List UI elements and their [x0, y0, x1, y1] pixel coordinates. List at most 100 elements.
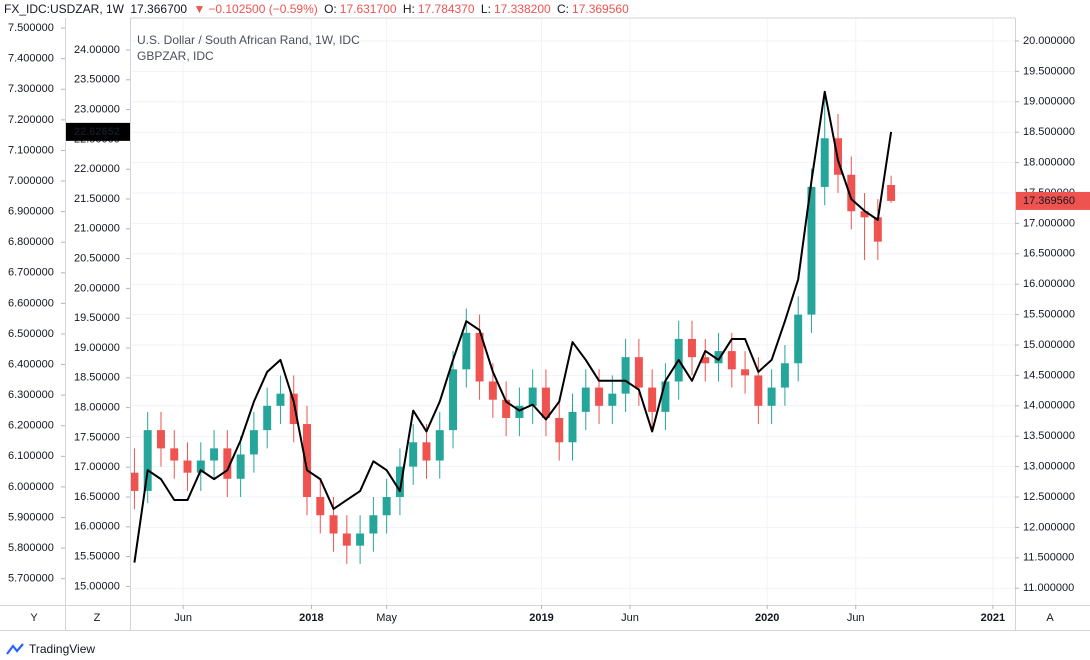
change-arrow: ▼ — [193, 2, 206, 16]
y-tick-label: 19.50000 — [74, 312, 120, 324]
candle-body — [873, 217, 882, 242]
candle-body — [289, 393, 298, 425]
candle-body — [170, 448, 179, 461]
x-tick-label: 2021 — [981, 612, 1005, 624]
candle-body — [581, 387, 590, 412]
candle-body — [887, 184, 896, 201]
y-tick-label: 18.00000 — [74, 402, 120, 414]
candle-body — [634, 357, 643, 388]
y3-tick-label: 5.700000 — [8, 573, 54, 585]
last-price-label: 17.369560 — [1023, 195, 1075, 207]
y3-tick-label: 6.900000 — [8, 206, 54, 218]
high-label: H: — [402, 2, 415, 16]
candle-body — [316, 497, 325, 516]
x-tick-label: 2020 — [755, 612, 779, 624]
y2-tick-label: 15.500000 — [1023, 309, 1075, 321]
y2-tick-label: 11.500000 — [1023, 552, 1074, 564]
y-tick-label: 18.50000 — [74, 372, 120, 384]
candle-body — [449, 369, 458, 431]
y2-tick-label: 16.500000 — [1023, 248, 1075, 260]
candle-body — [847, 174, 856, 212]
y3-tick-label: 5.900000 — [8, 511, 54, 523]
x-tick-label: Jun — [174, 612, 192, 624]
candle-body — [528, 387, 537, 406]
y-tick-label: 22.00000 — [74, 163, 120, 175]
y3-tick-label: 7.000000 — [8, 175, 54, 187]
y2-tick-label: 19.000000 — [1023, 96, 1075, 108]
y3-tick-label: 7.500000 — [8, 22, 54, 34]
last-price: 17.366700 — [130, 2, 188, 16]
scale-button[interactable]: A — [1046, 612, 1054, 624]
y3-tick-label: 7.100000 — [8, 144, 54, 156]
candle-body — [435, 430, 444, 461]
candle-body — [541, 387, 550, 418]
candle-body — [369, 515, 378, 534]
candle-body — [156, 430, 165, 449]
y-tick-label: 17.00000 — [74, 461, 120, 473]
low-label: L: — [480, 2, 491, 16]
candle-body — [249, 430, 258, 455]
series-line — [133, 90, 893, 563]
candle-body — [515, 405, 524, 418]
chart: Y Z A U.S. Dollar / South African Rand, … — [0, 17, 1090, 631]
x-tick-label: 2019 — [529, 612, 553, 624]
high-value: 17.784370 — [417, 2, 475, 16]
y2-tick-label: 18.500000 — [1023, 126, 1075, 138]
y-tick-label: 15.00000 — [74, 580, 120, 592]
y3-tick-label: 6.700000 — [8, 267, 54, 279]
change: −0.102500 (−0.59%) — [208, 2, 318, 16]
y3-tick-label: 7.300000 — [8, 83, 54, 95]
candle-body — [303, 424, 311, 498]
y2-tick-label: 13.500000 — [1023, 430, 1075, 442]
legend-entry: U.S. Dollar / South African Rand, 1W, ID… — [137, 33, 360, 47]
axes: Y Z A U.S. Dollar / South African Rand, … — [0, 17, 1090, 631]
logo-mark — [6, 643, 24, 655]
y-tick-label: 19.00000 — [74, 342, 120, 354]
y3-tick-label: 6.500000 — [8, 328, 54, 340]
y3-tick-label: 6.000000 — [8, 481, 54, 493]
candle-body — [807, 186, 816, 315]
candle-body — [687, 338, 696, 358]
candle-body — [595, 387, 604, 406]
x-tick-label: Jun — [847, 612, 865, 624]
candle-body — [236, 454, 245, 479]
candle-body — [780, 363, 789, 388]
candle-body — [329, 515, 338, 534]
candle-body — [767, 387, 776, 406]
candle-body — [621, 357, 630, 394]
y-tick-label: 23.50000 — [74, 74, 120, 86]
y3-tick-label: 7.200000 — [8, 114, 54, 126]
y2-tick-label: 16.000000 — [1023, 278, 1075, 290]
y-tick-label: 21.50000 — [74, 193, 120, 205]
x-tick-label: 2018 — [299, 612, 323, 624]
grid — [130, 18, 1015, 605]
x-tick-label: May — [376, 612, 397, 624]
y-tick-label: 17.50000 — [74, 431, 120, 443]
y2-tick-label: 11.000000 — [1023, 582, 1074, 594]
y2-tick-label: 18.000000 — [1023, 156, 1075, 168]
scale-button[interactable]: Y — [30, 612, 38, 624]
candle-body — [196, 460, 205, 473]
y3-tick-label: 6.200000 — [8, 420, 54, 432]
brand[interactable]: TradingView — [29, 642, 96, 656]
close-label: C: — [557, 2, 570, 16]
y-tick-label: 20.50000 — [74, 253, 120, 265]
symbol[interactable]: FX_IDC:USDZAR, 1W — [4, 2, 125, 16]
candle-body — [143, 430, 152, 491]
candle-body — [409, 442, 418, 467]
candle-body — [741, 369, 750, 376]
candle-body — [422, 442, 431, 461]
candle-body — [794, 314, 803, 364]
candle-body — [183, 460, 192, 473]
y-tick-label: 20.00000 — [74, 282, 120, 294]
y2-tick-label: 19.500000 — [1023, 65, 1075, 77]
y-tick-label: 24.00000 — [74, 44, 120, 56]
candle-body — [701, 357, 710, 364]
y2-tick-label: 12.000000 — [1023, 521, 1075, 533]
last-value-box — [66, 122, 130, 141]
scale-button[interactable]: Z — [94, 612, 101, 624]
y2-tick-label: 17.000000 — [1023, 217, 1075, 229]
candle-body — [276, 393, 285, 406]
y3-tick-label: 6.400000 — [8, 358, 54, 370]
